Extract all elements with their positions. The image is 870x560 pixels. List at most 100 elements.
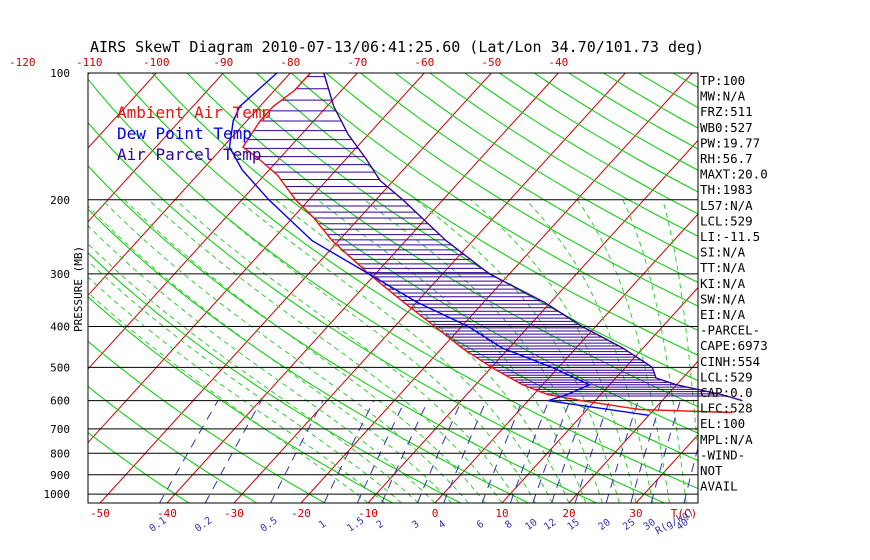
dry-adiabat xyxy=(777,73,870,503)
dry-adiabat xyxy=(325,73,698,307)
mixing-ratio-label: 10 xyxy=(523,517,539,533)
index-entry: WB0:527 xyxy=(700,120,753,135)
mixing-ratio-line xyxy=(159,400,219,503)
index-entry: NOT xyxy=(700,463,723,478)
dry-adiabat xyxy=(88,252,461,503)
pressure-tick-label: 400 xyxy=(50,321,70,334)
index-entry: EL:100 xyxy=(700,416,745,431)
index-list: TP:100MW:N/AFRZ:511WB0:527PW:19.77RH:56.… xyxy=(700,73,768,494)
moist-adiabat xyxy=(275,199,570,503)
mixing-ratio-line xyxy=(323,400,375,503)
mixing-ratio-line xyxy=(270,400,324,503)
dry-adiabat xyxy=(88,121,665,503)
index-entry: LCL:529 xyxy=(700,369,753,384)
isotherm xyxy=(88,73,224,223)
moist-adiabat xyxy=(317,199,587,503)
index-entry: FRZ:511 xyxy=(700,104,753,119)
dry-adiabat xyxy=(812,73,870,503)
isotherm xyxy=(88,73,157,149)
temperature-tick-top: -120 xyxy=(9,56,36,69)
mixing-ratio-line xyxy=(509,400,550,503)
dry-adiabat xyxy=(88,385,258,503)
dry-adiabat xyxy=(88,340,326,503)
temperature-tick-bottom: -10 xyxy=(358,507,378,520)
x-axis-label: T(C) xyxy=(671,507,698,520)
moist-adiabat xyxy=(470,199,637,503)
mixing-ratio-label: 4 xyxy=(437,519,448,531)
temperature-tick-bottom: -30 xyxy=(224,507,244,520)
temperature-tick-top: -110 xyxy=(76,56,103,69)
plot-frame xyxy=(87,72,699,504)
moist-adiabat xyxy=(662,199,698,457)
moist-adiabat xyxy=(124,199,486,503)
y-axis-label: PRESSURE (MB) xyxy=(72,246,85,332)
mixing-ratio-line xyxy=(204,400,262,503)
mixing-ratio-label: 0.2 xyxy=(193,515,214,534)
temperature-tick-top: -90 xyxy=(213,56,233,69)
temperature-tick-bottom: -20 xyxy=(291,507,311,520)
moist-adiabat xyxy=(88,205,453,503)
index-entry: MW:N/A xyxy=(700,89,746,104)
chart-title: AIRS SkewT Diagram 2010-07-13/06:41:25.6… xyxy=(90,38,704,56)
dry-adiabat xyxy=(221,73,698,382)
moist-adiabat xyxy=(622,199,687,503)
mixing-ratio-label: 8 xyxy=(503,519,514,531)
temperature-tick-bottom: 10 xyxy=(495,507,508,520)
dry-adiabat xyxy=(88,208,529,503)
moist-adiabat xyxy=(88,243,419,503)
isotherm xyxy=(166,73,559,503)
mixing-ratio-label: 3 xyxy=(410,519,421,531)
index-entry: PW:19.77 xyxy=(700,135,760,150)
index-entry: CINH:554 xyxy=(700,354,760,369)
pressure-tick-label: 300 xyxy=(50,268,70,281)
mixing-ratio-label: 0.5 xyxy=(259,515,280,534)
temperature-tick-top: -60 xyxy=(414,56,434,69)
moist-adiabat xyxy=(88,291,369,503)
mixing-ratio-label: 2 xyxy=(375,519,386,531)
isotherm xyxy=(0,73,22,503)
moist-adiabat xyxy=(363,199,603,503)
legend-entry: Dew Point Temp xyxy=(117,124,252,143)
dry-adiabat xyxy=(117,73,698,462)
mixing-ratio-line xyxy=(650,400,681,503)
moist-adiabat xyxy=(238,199,553,503)
temperature-tick-bottom: 20 xyxy=(562,507,575,520)
temperature-tick-bottom: 0 xyxy=(432,507,439,520)
temperature-tick-bottom: -50 xyxy=(90,507,110,520)
dry-adiabat xyxy=(846,73,870,503)
mixing-ratio-label: 6 xyxy=(475,519,486,531)
index-entry: -WIND- xyxy=(700,447,745,462)
isotherm xyxy=(88,73,291,297)
index-entry: CAPE:6973 xyxy=(700,338,768,353)
mixing-ratio-line xyxy=(356,400,406,503)
mixing-ratio-label: 20 xyxy=(597,517,613,533)
series-ambient-air-temp xyxy=(241,72,732,414)
pressure-tick-label: 1000 xyxy=(44,488,71,501)
temperature-tick-top: -50 xyxy=(481,56,501,69)
index-entry: AVAIL xyxy=(700,479,738,494)
dry-adiabat xyxy=(186,73,698,408)
mixing-ratio-line xyxy=(574,400,610,503)
series-dew-point-temp xyxy=(228,72,649,416)
index-entry: -PARCEL- xyxy=(700,323,760,338)
mixing-ratio-label: 1 xyxy=(317,519,328,531)
index-entry: SW:N/A xyxy=(700,291,746,306)
temperature-tick-top: -70 xyxy=(347,56,367,69)
index-entry: MAXT:20.0 xyxy=(700,167,768,182)
index-entry: KI:N/A xyxy=(700,276,746,291)
mixing-ratio-line xyxy=(443,400,487,503)
pressure-tick-label: 900 xyxy=(50,469,70,482)
isotherm xyxy=(88,73,425,444)
mixing-ratio-line xyxy=(481,400,523,503)
dry-adiabat xyxy=(742,73,870,503)
pressure-tick-label: 500 xyxy=(50,361,70,374)
legend-entry: Air Parcel Temp xyxy=(117,145,262,164)
index-entry: RH:56.7 xyxy=(700,151,753,166)
mixing-ratio-line xyxy=(416,400,462,503)
index-entry: CAP:0.0 xyxy=(700,385,753,400)
pressure-tick-label: 200 xyxy=(50,194,70,207)
isotherm xyxy=(233,73,626,503)
series-air-parcel-temp xyxy=(323,72,743,402)
pressure-tick-label: 100 xyxy=(50,67,70,80)
moist-adiabat xyxy=(415,199,620,503)
